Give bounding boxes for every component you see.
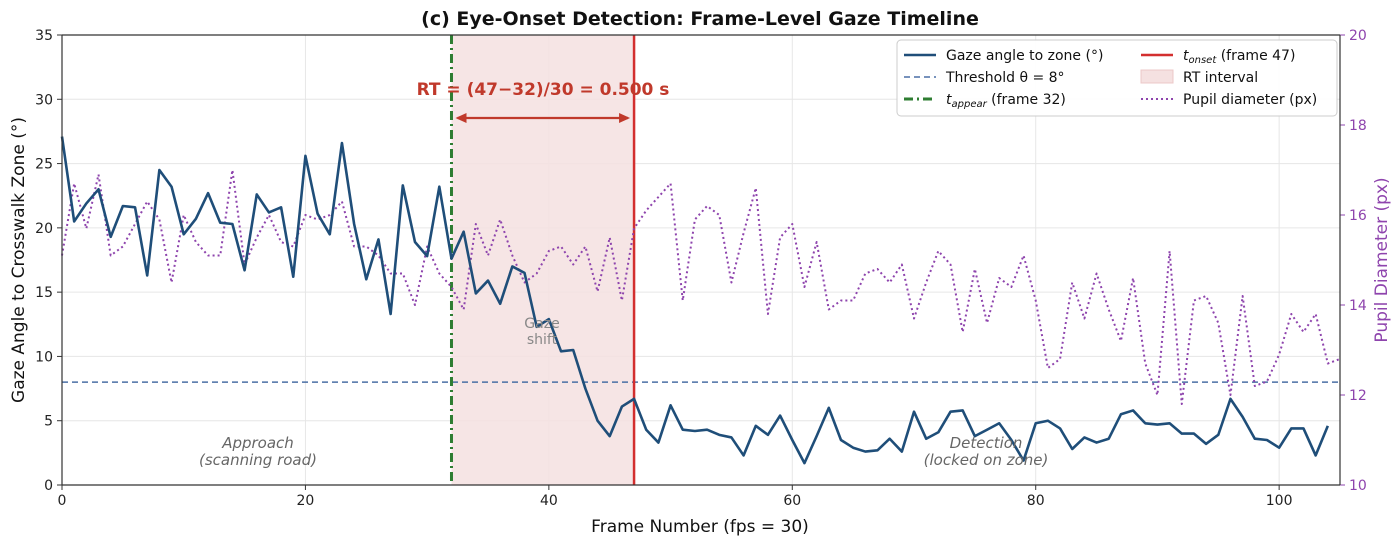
y-right-tick-label: 20 [1349,28,1367,44]
y-tick-label: 5 [44,414,53,430]
x-tick-label: 20 [297,493,315,509]
axes-frame [57,34,1345,490]
chart-title: (c) Eye-Onset Detection: Frame-Level Gaz… [421,8,979,30]
legend-appear-suffix: (frame 32) [987,92,1066,108]
y-right-tick-label: 18 [1349,118,1367,134]
x-tick-label: 40 [540,493,558,509]
x-tick-label: 0 [58,493,67,509]
legend-onset-label: tonset (frame 47) [1183,48,1295,66]
legend-appear-t: t [946,92,952,108]
x-axis-title: Frame Number (fps = 30) [591,517,809,537]
pupil-series-layer [61,169,1341,405]
y-tick-label: 30 [35,92,53,108]
y-tick-label: 15 [35,285,53,301]
legend-onset-t: t [1183,48,1189,64]
gaze-shift-label-line2: shift [527,332,558,348]
x-tick-label: 80 [1027,493,1045,509]
legend-appear-sub: appear [952,99,988,110]
rt-formula-label: RT = (47−32)/30 = 0.500 s [417,80,670,100]
rt-interval-band [451,35,635,485]
approach-label-line2: (scanning road) [199,451,317,469]
pupil-diameter-line [61,169,1341,405]
legend-gaze-label: Gaze angle to zone (°) [946,48,1103,64]
legend-box [896,39,1338,117]
legend-pupil-label: Pupil diameter (px) [1183,92,1317,108]
y-tick-label: 25 [35,157,53,173]
legend-rt-swatch [1140,69,1174,84]
legend: Gaze angle to zone (°) Threshold θ = 8° … [896,39,1338,117]
gaze-series-layer [60,136,1330,465]
detection-label-line1: Detection [950,434,1023,452]
legend-onset-sub: onset [1189,55,1218,66]
tick-labels: 0 20 40 60 80 100 0 5 10 15 20 25 30 35 10 12 14 16 18 20 [35,28,1367,509]
gaze-angle-line [60,136,1330,465]
rt-interval-layer [451,35,635,485]
y-right-tick-label: 14 [1349,298,1367,314]
y-tick-label: 20 [35,221,53,237]
y-tick-label: 0 [44,478,53,494]
legend-threshold-label: Threshold θ = 8° [945,70,1065,86]
rt-arrow-head-left [455,113,467,123]
event-lines-layer [449,35,636,485]
y-tick-label: 10 [35,349,53,365]
x-tick-label: 100 [1266,493,1293,509]
legend-onset-suffix: (frame 47) [1216,48,1295,64]
rt-arrow-head-right [619,113,631,123]
detection-label-line2: (locked on zone) [924,451,1049,469]
approach-label-line1: Approach [221,434,294,452]
y-tick-label: 35 [35,28,53,44]
rt-arrow [455,113,631,123]
y-right-tick-label: 16 [1349,208,1367,224]
legend-appear-label: tappear (frame 32) [946,92,1066,110]
x-tick-label: 60 [783,493,801,509]
gaze-shift-label-line1: Gaze [524,316,559,332]
legend-rt-label: RT interval [1183,70,1258,86]
y-right-tick-label: 10 [1349,478,1367,494]
y-axis-title: Gaze Angle to Crosswalk Zone (°) [9,117,29,403]
y-right-tick-label: 12 [1349,388,1367,404]
y-axis-right-title: Pupil Diameter (px) [1372,177,1392,342]
